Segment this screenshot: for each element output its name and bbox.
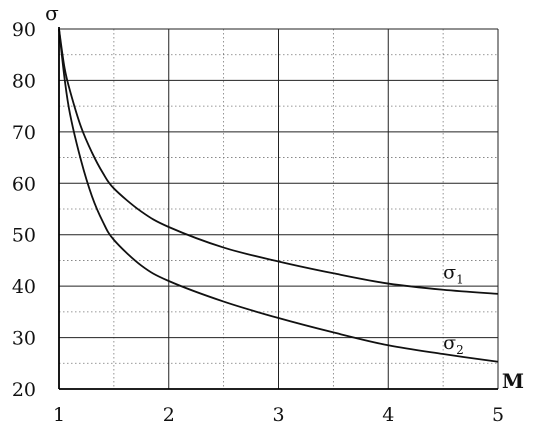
curve-label-1: σ1 xyxy=(443,261,464,286)
x-tick-label: 3 xyxy=(272,404,284,426)
series-line-2 xyxy=(58,28,499,363)
tick-labels: 1 2 3 4 5 20 30 40 50 60 70 80 90 xyxy=(12,19,504,426)
curve-label-symbol: σ xyxy=(443,261,456,283)
x-tick-label: 2 xyxy=(163,404,175,426)
curve-label-subscript: 1 xyxy=(456,272,464,286)
y-tick-label: 90 xyxy=(12,19,36,41)
x-tick-label: 5 xyxy=(492,404,504,426)
y-tick-label: 50 xyxy=(12,225,36,247)
curve-label-2: σ2 xyxy=(443,332,464,357)
y-axis-label: σ xyxy=(45,1,59,25)
minor-grid xyxy=(59,29,498,389)
curve-label-symbol: σ xyxy=(443,332,456,354)
curve-label-subscript: 2 xyxy=(456,343,464,357)
y-tick-label: 70 xyxy=(12,122,36,144)
y-tick-label: 20 xyxy=(12,379,36,401)
axes xyxy=(58,27,498,390)
y-tick-label: 60 xyxy=(12,173,36,195)
x-axis-label: M xyxy=(502,369,524,393)
y-tick-label: 80 xyxy=(12,70,36,92)
series-line-1 xyxy=(58,28,499,295)
x-tick-label: 4 xyxy=(382,404,394,426)
major-grid xyxy=(59,28,499,389)
y-tick-label: 30 xyxy=(12,328,36,350)
y-tick-label: 40 xyxy=(12,276,36,298)
x-tick-label: 1 xyxy=(53,404,65,426)
series-layer xyxy=(58,28,499,363)
